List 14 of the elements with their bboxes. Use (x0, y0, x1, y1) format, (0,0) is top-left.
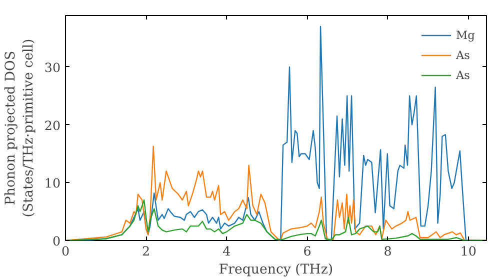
legend-label: Mg (456, 28, 476, 42)
y-axis-title: Phonon projected DOS (States/THz·primitive cell) (3, 38, 36, 218)
x-tick-label: 4 (222, 244, 231, 258)
x-tick-label: 2 (142, 244, 150, 258)
x-tick-label: 8 (384, 244, 392, 258)
y-tick-label: 10 (44, 176, 61, 191)
y-tick-label: 20 (44, 118, 61, 133)
y-tick-label: 0 (52, 234, 61, 248)
x-axis-title: Frequency (THz) (218, 262, 334, 278)
y-tick-label: 30 (44, 60, 61, 75)
x-tick-label: 6 (303, 244, 312, 258)
legend-label: As (456, 48, 471, 62)
legend-label: As (456, 68, 471, 82)
x-tick-label: 10 (460, 244, 476, 258)
